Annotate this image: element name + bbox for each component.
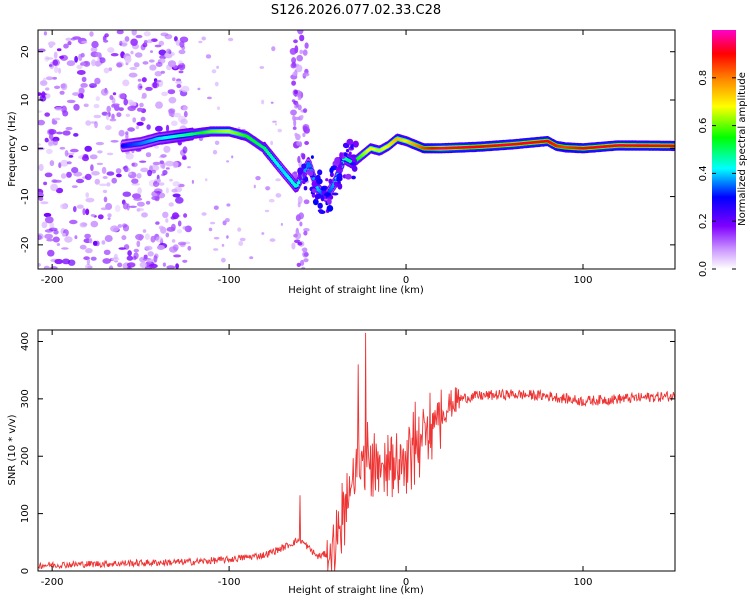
spectrogram-signal-ridge bbox=[120, 126, 675, 215]
snr-x-ticks: -200 -100 0 100 bbox=[41, 330, 593, 588]
spectrogram-noise-speckle bbox=[38, 30, 310, 269]
snr-x-tick-label: -200 bbox=[41, 577, 64, 588]
spectrogram-x-tick-label: -200 bbox=[41, 275, 64, 286]
colorbar-ticks: 0.0 0.2 0.4 0.6 0.8 bbox=[698, 70, 736, 277]
snr-y-label: SNR (10 * v/v) bbox=[7, 414, 18, 485]
spectrogram-x-ticks: -200 -100 0 100 bbox=[41, 30, 593, 286]
snr-y-tick-label: 200 bbox=[20, 447, 31, 466]
snr-y-tick-label: 100 bbox=[20, 504, 31, 523]
spectrogram-y-tick-label: -20 bbox=[20, 237, 31, 253]
spectrogram-x-tick-label: 100 bbox=[573, 275, 592, 286]
colorbar-tick-label: 0.2 bbox=[698, 213, 709, 229]
spectrogram-frame bbox=[37, 29, 676, 270]
spectrogram-heatmap bbox=[38, 30, 675, 269]
colorbar: 0.0 0.2 0.4 0.6 0.8 Normalized spectral ampl… bbox=[698, 30, 748, 277]
spectrogram-x-label: Height of straight line (km) bbox=[288, 285, 424, 296]
colorbar-label: Normalized spectral amplitude bbox=[737, 72, 748, 226]
snr-x-label: Height of straight line (km) bbox=[288, 585, 424, 596]
colorbar-gradient bbox=[712, 30, 736, 269]
snr-y-tick-label: 400 bbox=[20, 332, 31, 351]
snr-y-ticks: 0 100 200 300 400 bbox=[20, 332, 675, 574]
snr-x-tick-label: 100 bbox=[573, 577, 592, 588]
snr-y-tick-label: 0 bbox=[20, 568, 31, 574]
colorbar-tick-label: 0.4 bbox=[698, 165, 709, 181]
spectrogram-y-tick-label: 10 bbox=[20, 94, 31, 107]
spectrogram-y-tick-label: 20 bbox=[20, 45, 31, 58]
colorbar-tick-label: 0.6 bbox=[698, 118, 709, 134]
spectrogram-y-tick-label: -10 bbox=[20, 188, 31, 204]
chart-title: S126.2026.077.02.33.C28 bbox=[271, 3, 441, 18]
snr-panel: -200 -100 0 100 0 100 200 300 400 Height of str… bbox=[7, 329, 676, 596]
spectrogram-x-tick-label: 0 bbox=[403, 275, 409, 286]
spectrogram-y-label: Frequency (Hz) bbox=[7, 111, 18, 187]
spectrogram-x-tick-label: -100 bbox=[218, 275, 241, 286]
spectrogram-y-ticks: 20 10 0 -10 -20 bbox=[20, 45, 675, 253]
spectrogram-y-tick-label: 0 bbox=[20, 145, 31, 151]
snr-x-tick-label: 0 bbox=[403, 577, 409, 588]
snr-series-line bbox=[38, 332, 675, 571]
snr-y-tick-label: 300 bbox=[20, 389, 31, 408]
colorbar-tick-label: 0.0 bbox=[698, 261, 709, 277]
snr-frame bbox=[37, 329, 676, 572]
snr-x-tick-label: -100 bbox=[218, 577, 241, 588]
colorbar-tick-label: 0.8 bbox=[698, 70, 709, 86]
